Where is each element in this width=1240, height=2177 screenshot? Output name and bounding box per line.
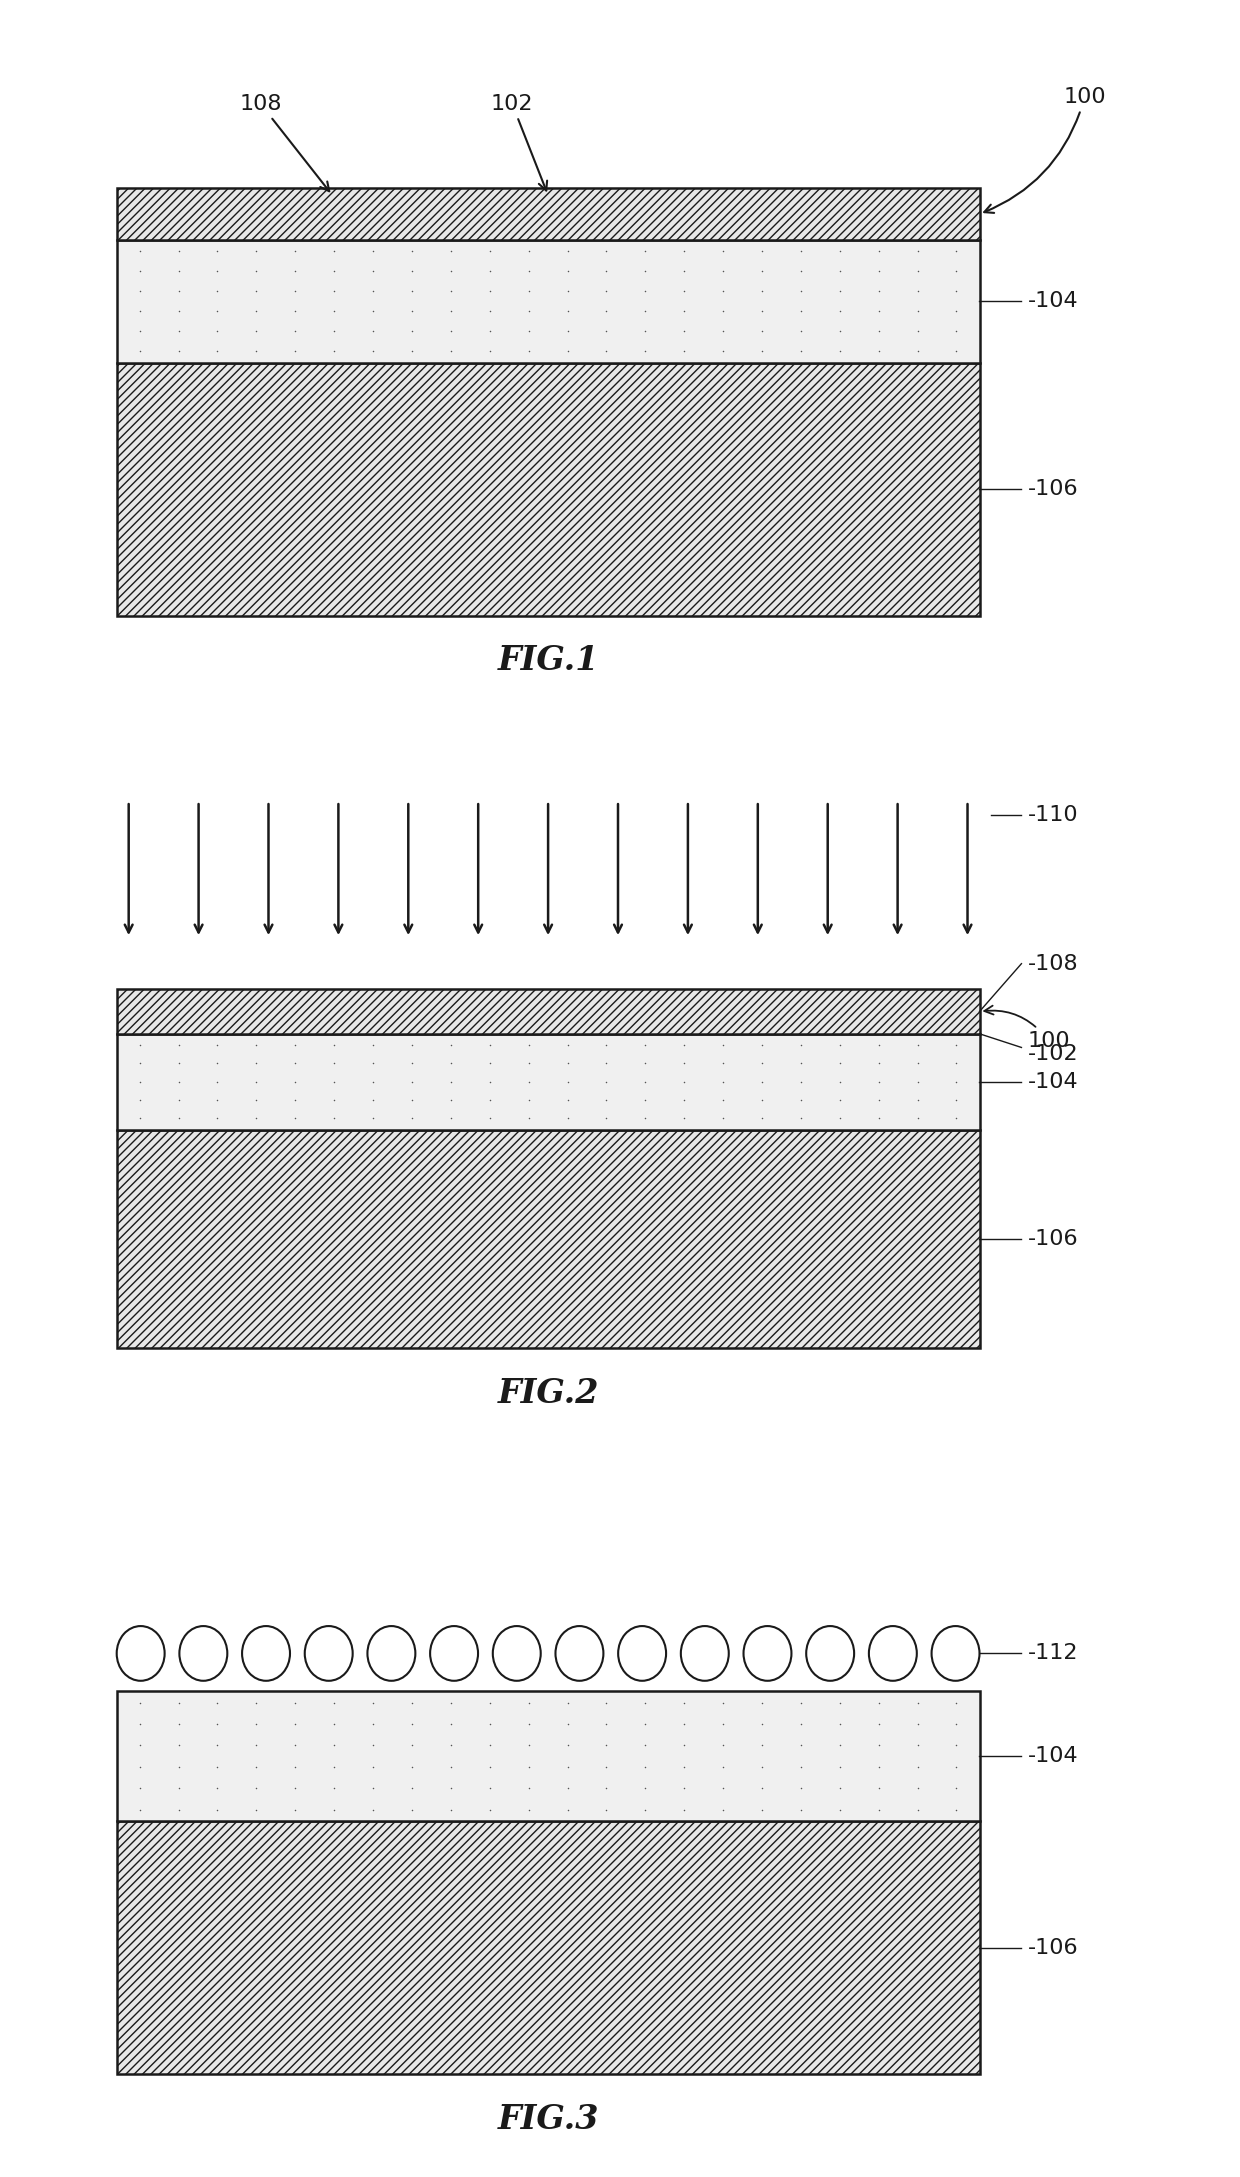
Bar xyxy=(117,189,980,239)
Bar xyxy=(117,364,980,616)
Text: -106: -106 xyxy=(1028,1230,1078,1250)
Ellipse shape xyxy=(305,1626,352,1681)
Text: FIG.3: FIG.3 xyxy=(497,2103,599,2136)
Text: -110: -110 xyxy=(1028,805,1078,825)
Bar xyxy=(117,988,980,1034)
Ellipse shape xyxy=(117,1626,165,1681)
Ellipse shape xyxy=(556,1626,604,1681)
Ellipse shape xyxy=(869,1626,916,1681)
Ellipse shape xyxy=(367,1626,415,1681)
Text: -104: -104 xyxy=(1028,292,1078,311)
Bar xyxy=(117,239,980,364)
Text: -106: -106 xyxy=(1028,479,1078,499)
Bar xyxy=(117,1130,980,1348)
Bar xyxy=(117,1692,980,1820)
Ellipse shape xyxy=(806,1626,854,1681)
Ellipse shape xyxy=(492,1626,541,1681)
Text: -112: -112 xyxy=(1028,1644,1078,1663)
Text: FIG.1: FIG.1 xyxy=(497,644,599,677)
Text: -108: -108 xyxy=(1028,954,1078,973)
Text: FIG.2: FIG.2 xyxy=(497,1378,599,1411)
Text: -104: -104 xyxy=(1028,1071,1078,1091)
Bar xyxy=(117,1820,980,2075)
Ellipse shape xyxy=(744,1626,791,1681)
Bar xyxy=(117,1034,980,1130)
Text: -102: -102 xyxy=(1028,1045,1078,1065)
Text: -106: -106 xyxy=(1028,1938,1078,1957)
Ellipse shape xyxy=(681,1626,729,1681)
Ellipse shape xyxy=(180,1626,227,1681)
Text: 102: 102 xyxy=(491,94,547,192)
Ellipse shape xyxy=(242,1626,290,1681)
Ellipse shape xyxy=(619,1626,666,1681)
Text: -104: -104 xyxy=(1028,1746,1078,1766)
Ellipse shape xyxy=(430,1626,479,1681)
Text: 108: 108 xyxy=(239,94,330,192)
Text: 100: 100 xyxy=(985,87,1106,213)
Text: 100: 100 xyxy=(985,1006,1070,1051)
Ellipse shape xyxy=(931,1626,980,1681)
